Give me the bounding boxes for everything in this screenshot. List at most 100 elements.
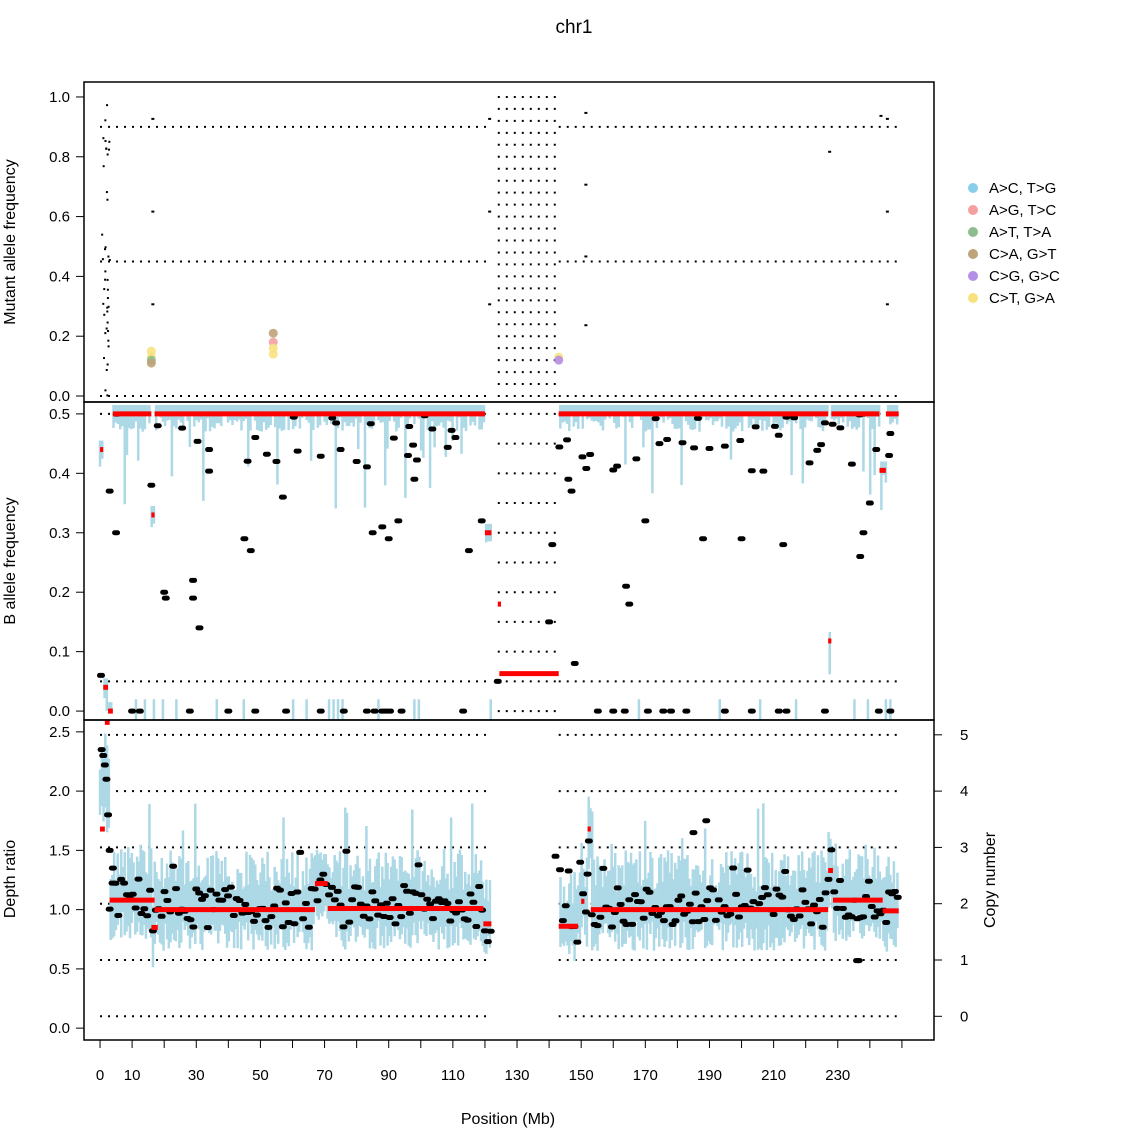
- depth-point: [864, 878, 873, 884]
- baf-point: [666, 708, 675, 714]
- baf-y-tick-label: 0.1: [49, 644, 70, 661]
- x-tick-label: 170: [633, 1067, 658, 1084]
- depth-point: [838, 906, 847, 912]
- baf-point: [782, 708, 791, 714]
- scatter-tick: [106, 278, 109, 281]
- depth-point: [339, 924, 348, 930]
- depth-point: [810, 902, 819, 908]
- depth-point: [454, 899, 463, 905]
- depth-point: [319, 871, 328, 877]
- baf-point: [747, 708, 756, 714]
- baf-point: [185, 708, 194, 714]
- scatter-tick: [107, 305, 110, 308]
- baf-point: [690, 445, 699, 451]
- depth-point: [169, 863, 178, 869]
- baf-point: [493, 678, 502, 684]
- baf-point: [567, 488, 576, 494]
- depth-point: [583, 871, 592, 877]
- baf-point: [316, 453, 325, 459]
- scatter-tick: [106, 104, 109, 107]
- depth-point: [466, 891, 475, 897]
- baf-point: [251, 434, 260, 440]
- baf-point: [362, 708, 371, 714]
- depth-point: [146, 887, 155, 893]
- depth-point: [134, 876, 143, 882]
- depth-point: [203, 925, 212, 931]
- baf-point: [370, 708, 379, 714]
- copy-number-tick-label: 0: [960, 1008, 968, 1025]
- x-tick-label: 90: [380, 1067, 397, 1084]
- depth-point: [631, 892, 640, 898]
- x-tick-label: 150: [569, 1067, 594, 1084]
- baf-point: [224, 708, 233, 714]
- depth-point: [120, 880, 129, 886]
- depth-point: [327, 884, 336, 890]
- baf-point: [828, 421, 837, 427]
- scatter-tick: [107, 339, 110, 342]
- baf-point: [563, 437, 572, 443]
- depth-point: [711, 917, 720, 923]
- baf-point: [336, 447, 345, 453]
- mutation-y-tick-label: 0.4: [49, 268, 70, 285]
- baf-point: [770, 423, 779, 429]
- depth-point: [330, 897, 339, 903]
- depth-point: [290, 921, 299, 927]
- baf-point: [847, 461, 856, 467]
- x-tick-label: 0: [96, 1067, 104, 1084]
- depth-point: [859, 914, 868, 920]
- depth-point: [821, 890, 830, 896]
- legend-label: C>T, G>A: [989, 290, 1055, 307]
- depth-point: [108, 865, 117, 871]
- depth-point: [551, 853, 560, 859]
- baf-point: [428, 426, 437, 432]
- scatter-tick: [885, 303, 889, 306]
- depth-point: [702, 818, 711, 824]
- baf-point: [651, 416, 660, 422]
- depth-point: [348, 897, 357, 903]
- scatter-tick: [102, 302, 105, 305]
- scatter-tick: [151, 303, 155, 306]
- depth-point: [732, 891, 741, 897]
- scatter-tick: [488, 303, 492, 306]
- depth-y-tick-label: 1.5: [49, 842, 70, 859]
- depth-point: [97, 747, 106, 753]
- copy-number-tick-label: 2: [960, 896, 968, 913]
- baf-point: [386, 708, 394, 714]
- depth-point: [388, 896, 397, 902]
- baf-point: [609, 708, 618, 714]
- depth-point: [674, 897, 683, 903]
- depth-point: [789, 916, 798, 922]
- baf-point: [564, 476, 573, 482]
- scatter-tick: [106, 310, 109, 313]
- baf-point: [613, 463, 622, 469]
- baf-point: [412, 457, 421, 463]
- x-axis-label: Position (Mb): [461, 1111, 555, 1128]
- depth-point: [815, 897, 824, 903]
- baf-point: [128, 708, 137, 714]
- depth-point: [890, 888, 899, 894]
- baf-point: [316, 708, 325, 714]
- depth-point: [100, 762, 109, 768]
- baf-point: [205, 447, 214, 453]
- scatter-tick: [108, 258, 111, 261]
- baf-point: [813, 447, 822, 453]
- depth-y-tick-label: 1.0: [49, 902, 70, 919]
- depth-point: [224, 893, 233, 899]
- x-tick-label: 190: [697, 1067, 722, 1084]
- depth-point: [685, 901, 694, 907]
- depth-point: [870, 914, 879, 920]
- baf-point: [655, 441, 664, 447]
- depth-point: [192, 886, 201, 892]
- depth-point: [740, 902, 749, 908]
- depth-point: [726, 911, 735, 917]
- depth-point: [105, 906, 114, 912]
- baf-point: [555, 444, 564, 450]
- scatter-tick: [107, 345, 110, 348]
- depth-point: [186, 917, 195, 923]
- baf-point: [178, 425, 187, 431]
- scatter-tick: [828, 150, 832, 153]
- mutation-point: [268, 349, 278, 359]
- plot-area-0: [100, 95, 899, 398]
- baf-point: [160, 589, 169, 595]
- baf-point: [859, 530, 868, 536]
